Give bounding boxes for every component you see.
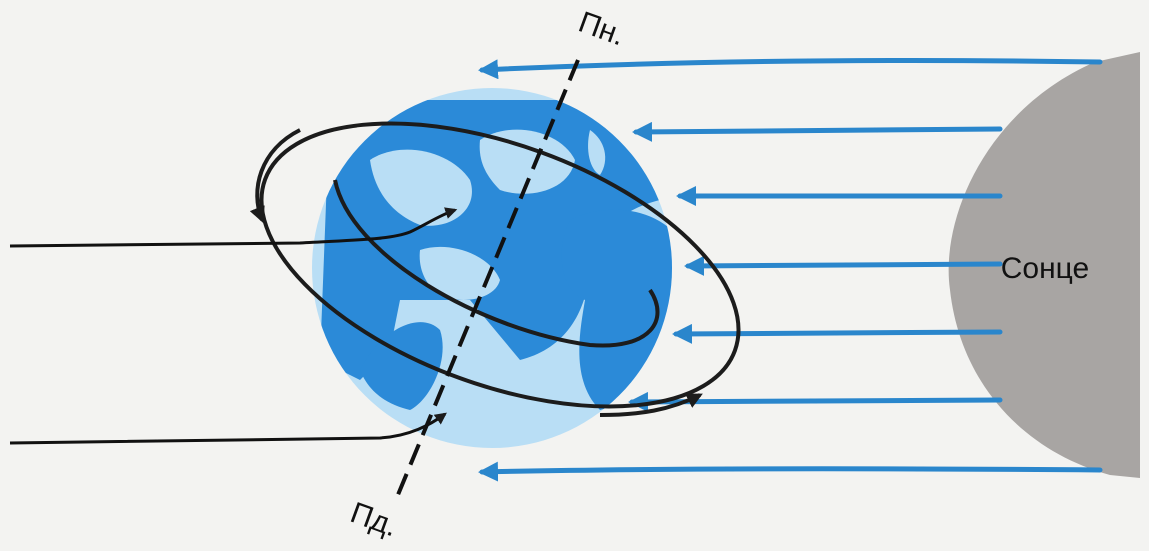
south-pole-label: Пд. — [346, 496, 402, 543]
sun-ray-4 — [684, 255, 1003, 276]
land-patch-4 — [588, 130, 606, 175]
axis-line — [393, 59, 580, 503]
north-pole-label: Пн. — [574, 6, 629, 53]
rotation-arrow-left — [249, 128, 301, 223]
inner-equator-arc — [333, 179, 660, 348]
pointer-line-lower — [9, 412, 447, 445]
pointer-lines — [9, 207, 458, 445]
land-patch-2 — [479, 129, 575, 194]
sun-ray-5 — [672, 323, 1003, 344]
sun-ray-2 — [632, 121, 1003, 142]
sun-rays — [478, 57, 1103, 482]
land-patch-1 — [370, 149, 472, 226]
earth-axis — [393, 59, 580, 503]
land-patch-3 — [419, 246, 500, 300]
pointer-line-upper — [9, 207, 458, 248]
rotation-arrow-right — [599, 393, 703, 417]
continent-south-america — [360, 322, 443, 410]
globe-surface — [320, 100, 672, 410]
earth-globe — [312, 88, 672, 448]
sun-ray-1 — [478, 57, 1103, 80]
sun-label: Сонце — [1001, 252, 1089, 285]
sun-disc — [948, 52, 1140, 478]
sun-ray-7 — [478, 461, 1103, 482]
sun: Сонце — [948, 52, 1140, 478]
